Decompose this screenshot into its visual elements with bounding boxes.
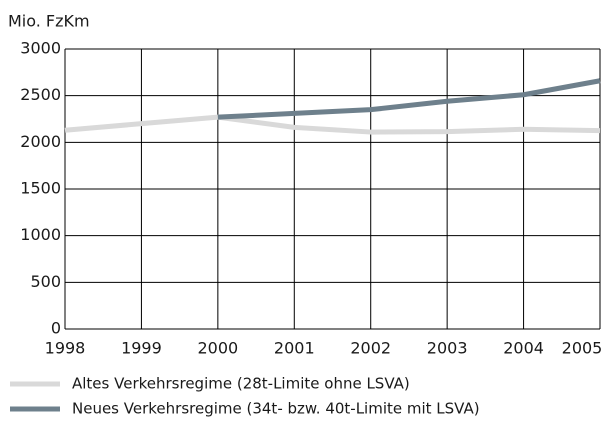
legend-label: Altes Verkehrsregime (28t-Limite ohne LS… [72,375,410,393]
x-tick-label: 1998 [45,339,86,358]
y-axis-label: Mio. FzKm [8,12,90,31]
series-line [64,114,601,135]
x-tick-label: 2004 [503,339,544,358]
y-tick-label: 2500 [20,85,61,104]
x-tick-label: 2002 [350,339,391,358]
y-tick-label: 3000 [20,39,61,58]
series-line [217,78,601,120]
y-tick-label: 1500 [20,179,61,198]
y-tick-label: 500 [30,272,61,291]
x-tick-label: 2003 [427,339,468,358]
y-tick-label: 1000 [20,225,61,244]
x-tick-label: 2001 [274,339,315,358]
y-tick-label: 2000 [20,132,61,151]
legend: Altes Verkehrsregime (28t-Limite ohne LS… [10,375,480,418]
x-tick-label: 2005 [562,339,603,358]
x-tick-label: 1999 [121,339,162,358]
x-tick-label: 2000 [197,339,238,358]
y-tick-label: 0 [51,319,61,338]
legend-label: Neues Verkehrsregime (34t- bzw. 40t-Limi… [72,400,480,418]
